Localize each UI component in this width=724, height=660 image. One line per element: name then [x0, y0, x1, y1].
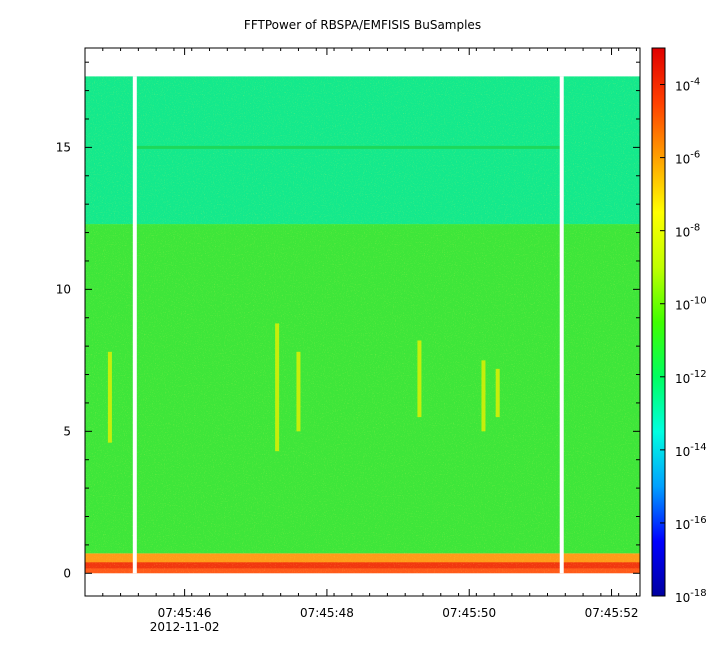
x-tick-label: 07:45:52: [585, 606, 639, 620]
x-tick-label: 07:45:48: [300, 606, 354, 620]
y-tick-label: 15: [56, 140, 71, 154]
colorbar-tick-label: 10-8: [675, 223, 700, 240]
colorbar-tick-label: 10-12: [675, 369, 707, 386]
plot-area: [85, 76, 640, 574]
data-gap-0: [132, 76, 137, 574]
y-tick-label: 5: [63, 424, 71, 438]
narrowband-line: [134, 145, 562, 149]
colorbar-tick-label: 10-4: [675, 77, 700, 94]
emission-burst-0: [107, 351, 112, 443]
emission-burst-4: [481, 360, 486, 432]
emission-burst-1: [275, 323, 280, 452]
colorbar: [651, 47, 666, 597]
data-gap-1: [559, 76, 564, 574]
x-tick-label: 07:45:46: [158, 606, 212, 620]
emission-burst-2: [296, 351, 301, 432]
plot-frame: [84, 47, 641, 597]
colorbar-tick-label: 10-10: [675, 296, 707, 313]
colorbar-tick-label: 10-6: [675, 150, 700, 167]
x-tick-label: 07:45:50: [442, 606, 496, 620]
noise-texture: [85, 76, 640, 574]
y-tick-label: 10: [56, 282, 71, 296]
emission-burst-3: [417, 340, 422, 418]
colorbar-tick-label: 10-14: [675, 442, 707, 459]
colorbar-tick-label: 10-16: [675, 515, 707, 532]
x-date-label: 2012-11-02: [150, 620, 220, 634]
y-tick-label: 0: [63, 566, 71, 580]
emission-burst-5: [495, 368, 500, 418]
chart-title: FFTPower of RBSPA/EMFISIS BuSamples: [244, 18, 481, 32]
colorbar-tick-label: 10-18: [675, 588, 707, 605]
